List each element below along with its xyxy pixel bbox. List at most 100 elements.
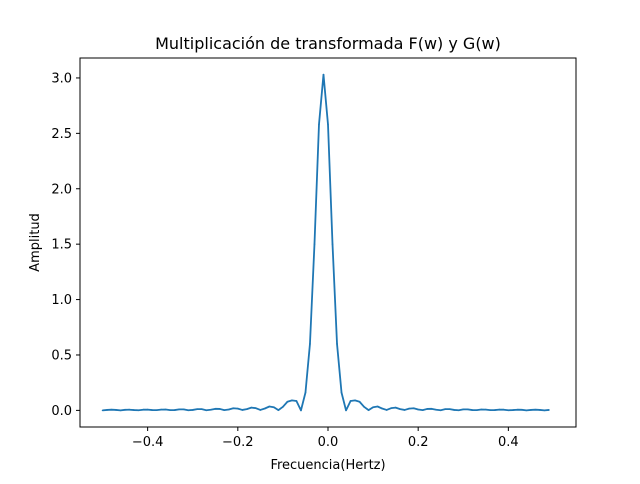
series-point bbox=[124, 409, 126, 411]
series-point bbox=[304, 391, 307, 394]
series-point bbox=[534, 408, 537, 411]
series-point bbox=[403, 409, 406, 411]
series-point bbox=[345, 409, 347, 412]
x-tick-label: 0.0 bbox=[318, 435, 339, 450]
series-point bbox=[191, 409, 194, 411]
series-point bbox=[300, 409, 302, 412]
series-point bbox=[282, 406, 284, 408]
series-point bbox=[273, 406, 275, 409]
series-point bbox=[309, 343, 311, 345]
series-point bbox=[498, 408, 501, 411]
series-point bbox=[182, 408, 185, 411]
series-point bbox=[318, 123, 320, 126]
series-point bbox=[160, 408, 162, 411]
series-point bbox=[196, 408, 199, 410]
series-point bbox=[209, 408, 212, 411]
series-point bbox=[331, 243, 334, 245]
series-point bbox=[521, 409, 523, 411]
series-point bbox=[354, 399, 356, 402]
series-point bbox=[110, 408, 113, 411]
series-point bbox=[381, 407, 383, 410]
series-point bbox=[457, 409, 460, 412]
series-point bbox=[530, 409, 532, 411]
series-point bbox=[453, 409, 456, 411]
y-tick-label: 1.5 bbox=[51, 238, 72, 253]
series-point bbox=[169, 409, 171, 411]
series-point bbox=[363, 406, 365, 408]
series-point bbox=[155, 409, 158, 411]
series-point bbox=[223, 409, 226, 411]
series-point bbox=[466, 408, 469, 411]
y-axis-label: Amplitud bbox=[28, 213, 43, 272]
series-point bbox=[313, 243, 316, 245]
series-point bbox=[119, 409, 122, 412]
series-point bbox=[115, 409, 117, 411]
series-point bbox=[548, 409, 550, 411]
series-point bbox=[268, 405, 271, 408]
series-point bbox=[444, 408, 447, 410]
y-tick-label: 2.5 bbox=[51, 127, 72, 142]
plot-frame bbox=[79, 57, 577, 428]
series-point bbox=[255, 407, 257, 409]
series-point bbox=[137, 409, 140, 412]
series-point bbox=[106, 409, 108, 411]
y-tick-label: 2.0 bbox=[51, 182, 72, 197]
series-point bbox=[295, 400, 298, 402]
series-point bbox=[430, 408, 433, 410]
series-point bbox=[101, 409, 104, 412]
series-point bbox=[426, 408, 429, 410]
series-point bbox=[480, 408, 483, 411]
series-point bbox=[218, 408, 221, 410]
series-point bbox=[187, 409, 190, 412]
series-point bbox=[421, 409, 424, 411]
series-point bbox=[250, 406, 253, 409]
series-point bbox=[128, 408, 131, 411]
series-point bbox=[291, 399, 293, 402]
series-point bbox=[237, 407, 239, 410]
series-point bbox=[376, 405, 379, 408]
series-point bbox=[399, 408, 401, 410]
series-point bbox=[327, 123, 329, 126]
series-point bbox=[539, 409, 541, 411]
series-point bbox=[408, 407, 410, 410]
series-point bbox=[367, 409, 370, 411]
x-tick-label: 0.2 bbox=[408, 435, 429, 450]
series-point bbox=[448, 408, 451, 410]
series-point bbox=[372, 406, 374, 409]
x-tick-label: −0.2 bbox=[222, 435, 254, 450]
y-tick-label: 1.0 bbox=[51, 293, 72, 308]
series-point bbox=[543, 409, 546, 412]
series-point bbox=[412, 407, 415, 410]
series-point bbox=[277, 409, 280, 411]
series-point bbox=[200, 408, 203, 410]
series-point bbox=[264, 407, 266, 410]
series-point bbox=[385, 409, 388, 411]
series-point bbox=[439, 409, 442, 412]
series-point bbox=[462, 408, 465, 411]
series-point bbox=[336, 343, 338, 345]
series-point bbox=[390, 407, 392, 409]
series-point bbox=[507, 409, 510, 412]
series-point bbox=[489, 409, 492, 411]
series-point bbox=[349, 400, 352, 402]
y-tick-label: 0.5 bbox=[51, 348, 72, 363]
series-point bbox=[205, 409, 208, 412]
series-point bbox=[435, 408, 438, 411]
series-point bbox=[178, 408, 180, 411]
series-point bbox=[471, 409, 474, 411]
series-line-0 bbox=[102, 73, 550, 412]
series-point bbox=[259, 409, 262, 411]
series-point bbox=[246, 408, 248, 410]
series-point bbox=[394, 406, 397, 409]
x-tick-label: −0.4 bbox=[132, 435, 164, 450]
series-point bbox=[286, 400, 289, 403]
series-point bbox=[503, 408, 505, 411]
series-point bbox=[516, 408, 519, 411]
series-point bbox=[494, 409, 496, 411]
series-point bbox=[241, 409, 244, 411]
series-point bbox=[142, 408, 144, 411]
series-point bbox=[232, 407, 235, 410]
series-point bbox=[512, 409, 514, 411]
series-point bbox=[146, 408, 149, 411]
